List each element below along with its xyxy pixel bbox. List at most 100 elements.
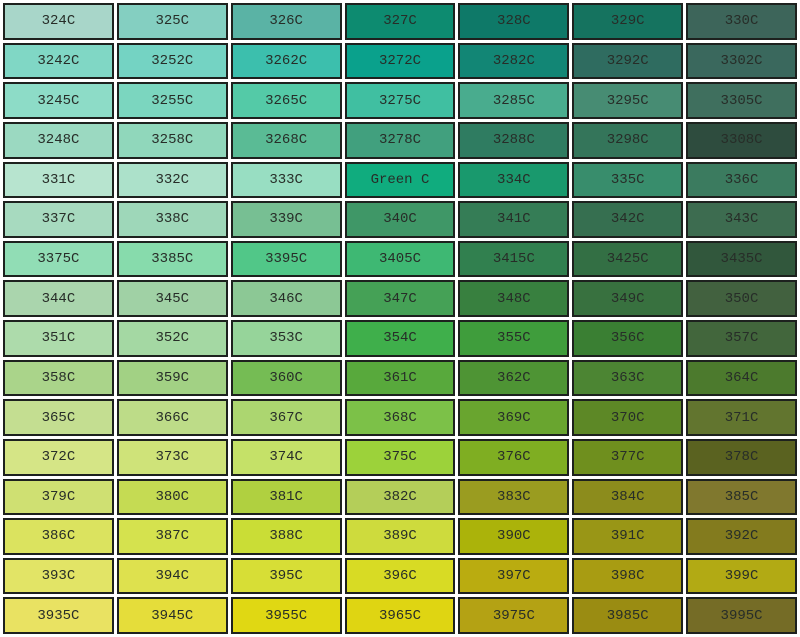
color-swatch-371c: 371C bbox=[686, 399, 797, 436]
swatch-label: 392C bbox=[724, 528, 759, 545]
color-swatch-3415c: 3415C bbox=[458, 240, 570, 278]
color-swatch-355c: 355C bbox=[458, 320, 570, 357]
swatch-label: 341C bbox=[497, 211, 531, 228]
swatch-label: 338C bbox=[155, 211, 190, 228]
color-swatch-345c: 345C bbox=[116, 280, 228, 317]
color-swatch-383c: 383C bbox=[458, 478, 570, 516]
swatch-label: 358C bbox=[41, 369, 76, 386]
color-swatch-352c: 352C bbox=[116, 320, 228, 357]
swatch-label: 324C bbox=[41, 13, 76, 30]
swatch-label: 325C bbox=[155, 13, 190, 30]
color-swatch-367c: 367C bbox=[230, 399, 342, 436]
swatch-label: 3385C bbox=[151, 251, 194, 268]
color-swatch-337c: 337C bbox=[3, 201, 114, 238]
swatch-label: 377C bbox=[610, 449, 645, 466]
color-swatch-373c: 373C bbox=[116, 438, 228, 476]
color-swatch-3252c: 3252C bbox=[116, 42, 228, 80]
color-swatch-387c: 387C bbox=[116, 518, 228, 555]
color-swatch-347c: 347C bbox=[344, 280, 456, 317]
color-swatch-354c: 354C bbox=[344, 320, 456, 357]
swatch-label: 351C bbox=[41, 330, 76, 347]
swatch-label: 330C bbox=[724, 13, 759, 30]
swatch-label: 381C bbox=[269, 488, 303, 505]
swatch-label: 345C bbox=[155, 290, 190, 307]
swatch-label: 365C bbox=[41, 409, 76, 426]
swatch-label: 364C bbox=[724, 369, 759, 386]
color-swatch-3395c: 3395C bbox=[230, 240, 342, 278]
color-swatch-390c: 390C bbox=[458, 518, 570, 555]
color-swatch-376c: 376C bbox=[458, 438, 570, 476]
color-swatch-326c: 326C bbox=[230, 3, 342, 40]
color-swatch-392c: 392C bbox=[686, 518, 797, 555]
swatch-label: 352C bbox=[155, 330, 190, 347]
swatch-label: 348C bbox=[497, 290, 531, 307]
swatch-label: 326C bbox=[269, 13, 303, 30]
swatch-label: 3255C bbox=[151, 92, 194, 109]
swatch-label: 3268C bbox=[265, 132, 308, 149]
color-swatch-397c: 397C bbox=[458, 557, 570, 595]
color-swatch-3242c: 3242C bbox=[3, 42, 114, 80]
swatch-label: 340C bbox=[383, 211, 417, 228]
swatch-label: 3985C bbox=[606, 607, 649, 624]
swatch-label: 3308C bbox=[720, 132, 763, 149]
color-swatch-3298c: 3298C bbox=[572, 121, 684, 159]
color-swatch-green-c: Green C bbox=[344, 161, 456, 199]
color-swatch-335c: 335C bbox=[572, 161, 684, 199]
color-swatch-3955c: 3955C bbox=[230, 597, 342, 634]
color-swatch-3975c: 3975C bbox=[458, 597, 570, 634]
swatch-label: 3975C bbox=[492, 607, 535, 624]
swatch-label: 371C bbox=[724, 409, 759, 426]
color-swatch-331c: 331C bbox=[3, 161, 114, 199]
swatch-label: 334C bbox=[497, 171, 531, 188]
color-swatch-3288c: 3288C bbox=[458, 121, 570, 159]
swatch-label: 3262C bbox=[265, 52, 308, 69]
color-swatch-379c: 379C bbox=[3, 478, 114, 516]
color-swatch-372c: 372C bbox=[3, 438, 114, 476]
swatch-label: 357C bbox=[724, 330, 759, 347]
swatch-label: 344C bbox=[41, 290, 76, 307]
color-swatch-3995c: 3995C bbox=[686, 597, 797, 634]
swatch-label: 353C bbox=[269, 330, 303, 347]
color-swatch-364c: 364C bbox=[686, 359, 797, 397]
swatch-label: 350C bbox=[724, 290, 759, 307]
swatch-label: 3298C bbox=[606, 132, 649, 149]
color-swatch-3435c: 3435C bbox=[686, 240, 797, 278]
color-swatch-365c: 365C bbox=[3, 399, 114, 436]
color-swatch-3308c: 3308C bbox=[686, 121, 797, 159]
color-swatch-341c: 341C bbox=[458, 201, 570, 238]
color-swatch-3945c: 3945C bbox=[116, 597, 228, 634]
swatch-label: 3285C bbox=[492, 92, 535, 109]
color-swatch-339c: 339C bbox=[230, 201, 342, 238]
swatch-label: 347C bbox=[383, 290, 417, 307]
swatch-label: 3305C bbox=[720, 92, 763, 109]
color-swatch-3282c: 3282C bbox=[458, 42, 570, 80]
color-swatch-3272c: 3272C bbox=[344, 42, 456, 80]
color-swatch-360c: 360C bbox=[230, 359, 342, 397]
swatch-label: 331C bbox=[41, 171, 76, 188]
color-swatch-329c: 329C bbox=[572, 3, 684, 40]
color-swatch-3265c: 3265C bbox=[230, 82, 342, 119]
swatch-label: 3292C bbox=[606, 52, 649, 69]
color-swatch-394c: 394C bbox=[116, 557, 228, 595]
color-swatch-370c: 370C bbox=[572, 399, 684, 436]
color-swatch-351c: 351C bbox=[3, 320, 114, 357]
swatch-label: 386C bbox=[41, 528, 76, 545]
swatch-label: 387C bbox=[155, 528, 190, 545]
swatch-label: 3252C bbox=[151, 52, 194, 69]
swatch-label: 367C bbox=[269, 409, 303, 426]
color-swatch-3255c: 3255C bbox=[116, 82, 228, 119]
color-swatch-3985c: 3985C bbox=[572, 597, 684, 634]
color-swatch-359c: 359C bbox=[116, 359, 228, 397]
color-swatch-384c: 384C bbox=[572, 478, 684, 516]
swatch-label: 349C bbox=[610, 290, 645, 307]
color-swatch-357c: 357C bbox=[686, 320, 797, 357]
color-swatch-369c: 369C bbox=[458, 399, 570, 436]
color-swatch-349c: 349C bbox=[572, 280, 684, 317]
color-swatch-358c: 358C bbox=[3, 359, 114, 397]
color-swatch-3305c: 3305C bbox=[686, 82, 797, 119]
swatch-label: 356C bbox=[610, 330, 645, 347]
color-swatch-343c: 343C bbox=[686, 201, 797, 238]
color-swatch-366c: 366C bbox=[116, 399, 228, 436]
color-swatch-332c: 332C bbox=[116, 161, 228, 199]
